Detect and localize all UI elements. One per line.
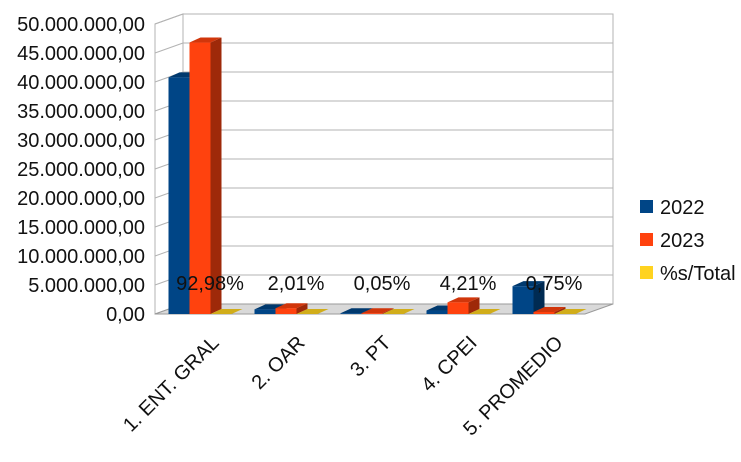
y-tick-label: 0,00 xyxy=(106,304,145,326)
x-tick-label: 3. PT xyxy=(346,332,395,381)
bar-2023-2 xyxy=(275,303,308,314)
bar-pct-5 xyxy=(554,309,587,315)
y-axis-ticks: 0,00 5.000.000,00 10.000.000,00 15.000.000,… xyxy=(17,14,145,326)
bar-pct-2 xyxy=(296,309,329,315)
legend-swatch xyxy=(640,266,653,279)
legend-swatch xyxy=(640,200,653,213)
data-label: 92,98% xyxy=(176,273,244,295)
x-tick-label: 4. CPEI xyxy=(417,332,481,396)
legend-label: 2022 xyxy=(660,197,705,219)
chart-walls xyxy=(154,13,614,315)
x-tick-label: 2. OAR xyxy=(248,332,310,394)
gridlines xyxy=(154,13,613,286)
bars xyxy=(168,37,587,315)
data-label: 0,75% xyxy=(526,273,583,295)
data-label: 0,05% xyxy=(354,273,411,295)
y-tick-label: 45.000.000,00 xyxy=(17,43,145,65)
y-tick-label: 10.000.000,00 xyxy=(17,246,145,268)
legend-swatch xyxy=(640,233,653,246)
bar-pct-3 xyxy=(382,309,415,315)
gridline-side xyxy=(154,13,184,25)
y-tick-label: 35.000.000,00 xyxy=(17,101,145,123)
y-tick-label: 5.000.000,00 xyxy=(28,275,145,297)
y-tick-label: 40.000.000,00 xyxy=(17,72,145,94)
bar-2023-4 xyxy=(447,297,480,314)
y-tick-label: 50.000.000,00 xyxy=(17,14,145,36)
y-tick-label: 20.000.000,00 xyxy=(17,188,145,210)
bar-2023-3 xyxy=(361,308,394,314)
x-tick-label: 1. ENT. GRAL xyxy=(119,332,223,436)
y-tick-label: 30.000.000,00 xyxy=(17,130,145,152)
data-label: 2,01% xyxy=(268,273,325,295)
bar-pct-4 xyxy=(468,309,501,315)
bar-2023-1 xyxy=(189,37,222,315)
legend: 2022 2023 %s/Total xyxy=(640,197,736,285)
bar-pct-1 xyxy=(210,309,243,315)
bar-2022-5 xyxy=(512,281,545,314)
bar-2023-5 xyxy=(533,306,566,314)
data-label: 4,21% xyxy=(440,273,497,295)
legend-label: %s/Total xyxy=(660,263,736,285)
gridline-side xyxy=(154,42,184,54)
y-tick-label: 25.000.000,00 xyxy=(17,159,145,181)
y-tick-label: 15.000.000,00 xyxy=(17,217,145,239)
legend-label: 2023 xyxy=(660,230,705,252)
data-labels: 92,98% 2,01% 0,05% 4,21% 0,75% xyxy=(176,273,582,295)
